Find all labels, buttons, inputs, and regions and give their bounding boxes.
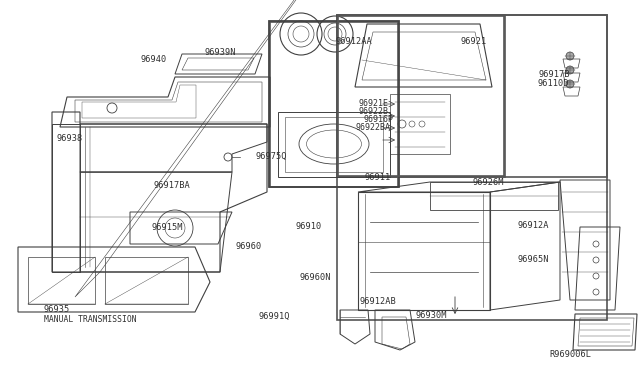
Text: 96940: 96940 <box>141 55 167 64</box>
Text: 96930M: 96930M <box>416 311 447 320</box>
Text: 96921E: 96921E <box>358 99 388 108</box>
Bar <box>337 15 607 177</box>
Text: 96921: 96921 <box>461 37 487 46</box>
Text: 96922B: 96922B <box>358 107 388 116</box>
Text: 96960: 96960 <box>236 242 262 251</box>
Bar <box>337 15 505 177</box>
Text: 96965N: 96965N <box>517 255 548 264</box>
Text: 96922BA: 96922BA <box>356 124 391 132</box>
Text: 96938: 96938 <box>56 134 83 143</box>
Text: 96912AB: 96912AB <box>360 297 396 306</box>
Text: 96991Q: 96991Q <box>259 312 290 321</box>
Circle shape <box>566 80 574 88</box>
Text: 96910: 96910 <box>296 222 322 231</box>
Text: R969006L: R969006L <box>549 350 591 359</box>
Text: 96926M: 96926M <box>472 178 504 187</box>
Text: 96916P: 96916P <box>364 115 394 124</box>
Circle shape <box>566 66 574 74</box>
Bar <box>338 16 504 176</box>
Text: 96917BA: 96917BA <box>154 181 190 190</box>
Text: MANUAL TRANSMISSION: MANUAL TRANSMISSION <box>44 315 136 324</box>
Text: 96915M: 96915M <box>151 223 182 232</box>
Text: 96911: 96911 <box>365 173 391 182</box>
Text: 96939N: 96939N <box>205 48 236 57</box>
Text: 96110D: 96110D <box>538 79 569 88</box>
Text: 96917B: 96917B <box>539 70 570 79</box>
Text: 96975Q: 96975Q <box>256 152 287 161</box>
Text: 96935: 96935 <box>44 305 70 314</box>
Text: 96912AA: 96912AA <box>335 37 372 46</box>
Text: 96960N: 96960N <box>300 273 331 282</box>
Bar <box>270 22 398 187</box>
Circle shape <box>566 52 574 60</box>
Bar <box>337 15 607 320</box>
Text: 96912A: 96912A <box>517 221 548 230</box>
Bar <box>269 21 399 187</box>
